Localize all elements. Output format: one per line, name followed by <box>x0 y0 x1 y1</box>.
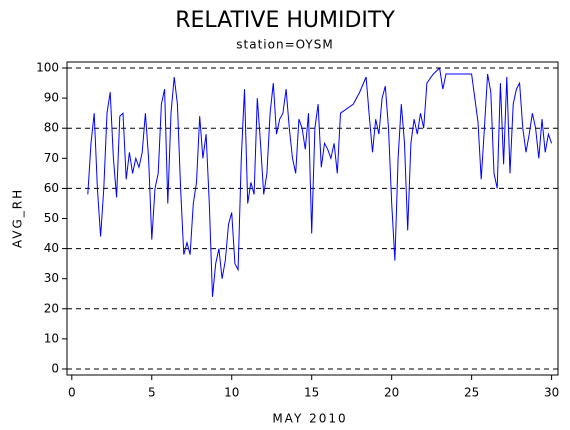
chart-subtitle: station=OYSM <box>236 38 333 52</box>
y-tick-label: 90 <box>44 91 59 105</box>
x-tick-label: 15 <box>304 386 319 400</box>
y-tick-label: 50 <box>44 211 59 225</box>
x-tick-label: 5 <box>148 386 156 400</box>
y-tick-label: 80 <box>44 121 59 135</box>
y-tick-label: 0 <box>51 361 59 375</box>
y-axis-label: AVG_RH <box>11 188 25 248</box>
y-tick-label: 40 <box>44 241 59 255</box>
y-tick-label: 20 <box>44 301 59 315</box>
y-tick-label: 100 <box>36 61 59 75</box>
y-tick-label: 10 <box>44 331 59 345</box>
y-tick-label: 60 <box>44 181 59 195</box>
x-axis-label: MAY 2010 <box>272 412 347 426</box>
x-tick-label: 20 <box>384 386 399 400</box>
data-line <box>87 66 553 297</box>
y-tick-label: 30 <box>44 271 59 285</box>
x-tick-label: 30 <box>544 386 559 400</box>
x-tick-label: 10 <box>224 386 239 400</box>
chart-title: RELATIVE HUMIDITY <box>175 8 395 33</box>
x-tick-label: 0 <box>68 386 76 400</box>
y-tick-label: 70 <box>44 151 59 165</box>
x-tick-label: 25 <box>464 386 479 400</box>
